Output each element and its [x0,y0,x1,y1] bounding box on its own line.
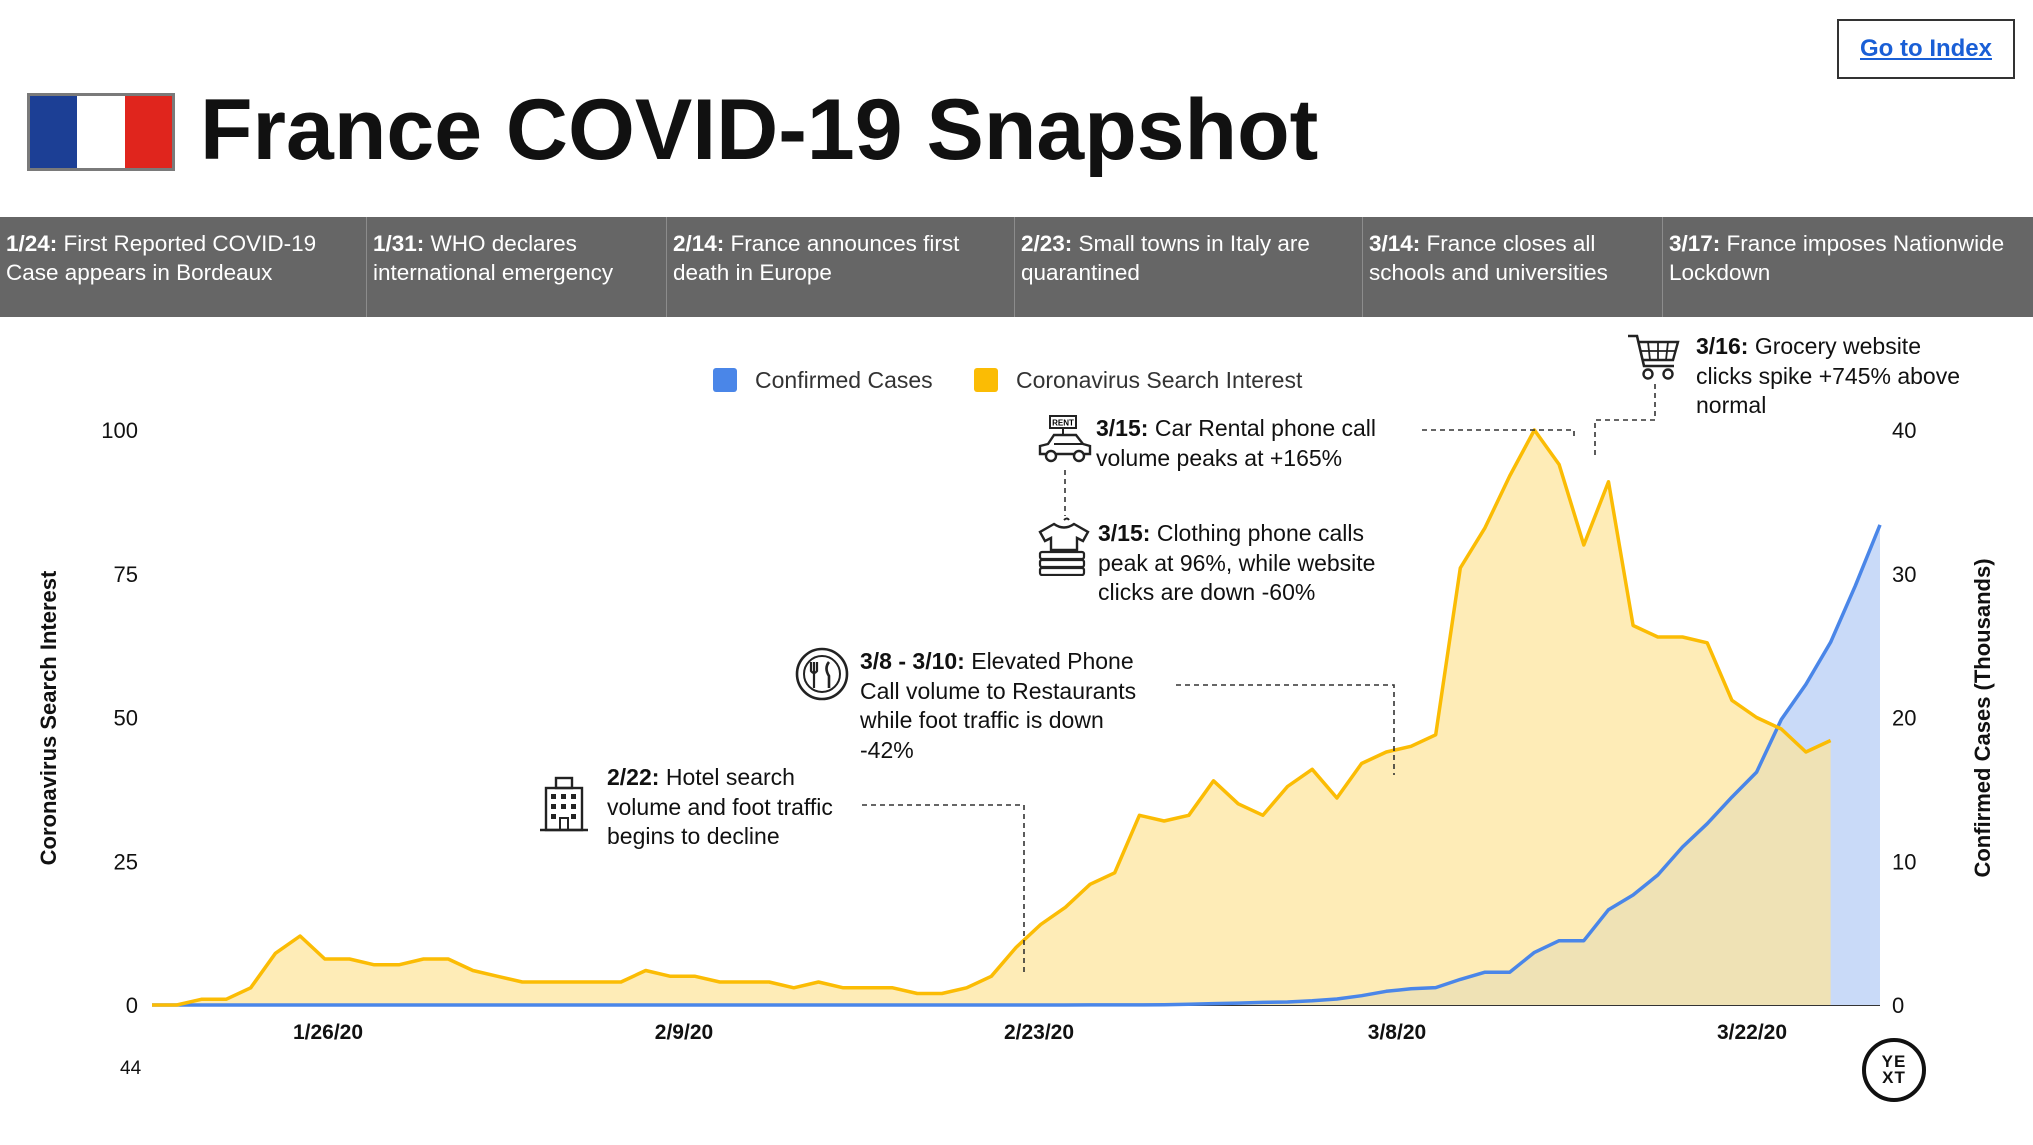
timeline-event: 1/24: First Reported COVID-19 Case appea… [0,217,367,317]
x-tick-label: 1/26/20 [293,1021,363,1044]
y-tick-left-label: 100 [101,418,138,443]
annotation-grocery: 3/16: Grocery website clicks spike +745%… [1696,333,1961,418]
hotel-leader-line [862,804,1025,975]
flag-blue-stripe [30,96,78,168]
car-rental-leader-line [1422,429,1575,440]
legend-label: Confirmed Cases [755,367,933,393]
annotation-restaurant: 3/8 - 3/10: Elevated Phone Call volume t… [860,648,1137,763]
x-tick-label: 3/22/20 [1717,1021,1787,1044]
chart-ticks: 0 25 50 75 100 0 10 20 30 40 1/26/20 2/9/20 2/23/20 3… [101,418,1916,1044]
y-tick-right-label: 40 [1892,418,1916,443]
flag-red-stripe [124,96,172,168]
legend-swatch [974,368,998,392]
yext-logo: YE XT [1862,1038,1926,1102]
search-interest-area [152,430,1831,1005]
flag-white-stripe [77,96,125,168]
restaurant-leader-line [1176,684,1395,775]
search-interest-line [152,428,1832,1007]
clothing-shirt-icon [1038,517,1090,576]
y-tick-left-label: 75 [114,562,138,587]
y-tick-right-label: 30 [1892,562,1916,587]
y-tick-right-label: 0 [1892,993,1904,1018]
x-tick-label: 2/9/20 [655,1021,713,1044]
timeline-event: 3/14: France closes all schools and univ… [1363,217,1663,317]
france-flag-icon [27,93,175,171]
timeline-bar: 1/24: First Reported COVID-19 Case appea… [0,217,2033,317]
y-tick-left-label: 0 [126,993,138,1018]
svg-text:RENT: RENT [1052,419,1074,428]
y-tick-left-label: 25 [114,849,138,874]
annotation-car-rental: 3/15: Car Rental phone call volume peaks… [1096,415,1377,471]
y-tick-left-label: 50 [114,706,138,731]
x-tick-label: 3/8/20 [1368,1021,1426,1044]
timeline-event: 1/31: WHO declares international emergen… [367,217,667,317]
chart-legend: Confirmed Cases Coronavirus Search Intere… [713,367,1303,393]
legend-swatch [713,368,737,392]
shopping-cart-icon [1628,334,1680,380]
timeline-event: 2/23: Small towns in Italy are quarantin… [1015,217,1363,317]
legend-label: Coronavirus Search Interest [1016,367,1303,393]
y-tick-right-label: 10 [1892,849,1916,874]
timeline-event: 3/17: France imposes Nationwide Lockdown [1669,231,2005,285]
y-axis-left-title: Coronavirus Search Interest [36,570,61,865]
y-axis-right-title: Confirmed Cases (Thousands) [1970,558,1995,877]
confirmed-cases-line [152,524,1882,1007]
car-rental-icon: RENT [1038,415,1092,463]
axis-titles: Coronavirus Search Interest Confirmed Cas… [36,558,1995,877]
x-tick-label: 2/23/20 [1004,1021,1074,1044]
go-to-index-link[interactable]: Go to Index [1837,19,2015,79]
hotel-building-icon [540,776,588,832]
page-title: France COVID-19 Snapshot [200,82,1319,178]
restaurant-fork-knife-icon [795,647,849,701]
grocery-leader-line [1594,384,1656,458]
y-tick-right-label: 20 [1892,706,1916,731]
annotation-clothing: 3/15: Clothing phone calls peak at 96%, … [1098,520,1376,605]
timeline-event: 2/14: France announces first death in Eu… [667,217,1015,317]
annotation-leader-lines [862,384,1656,975]
chart-areas [152,428,1882,1007]
annotation-hotel: 2/22: Hotel search volume and foot traff… [607,764,833,849]
page-number: 44 [120,1058,142,1079]
